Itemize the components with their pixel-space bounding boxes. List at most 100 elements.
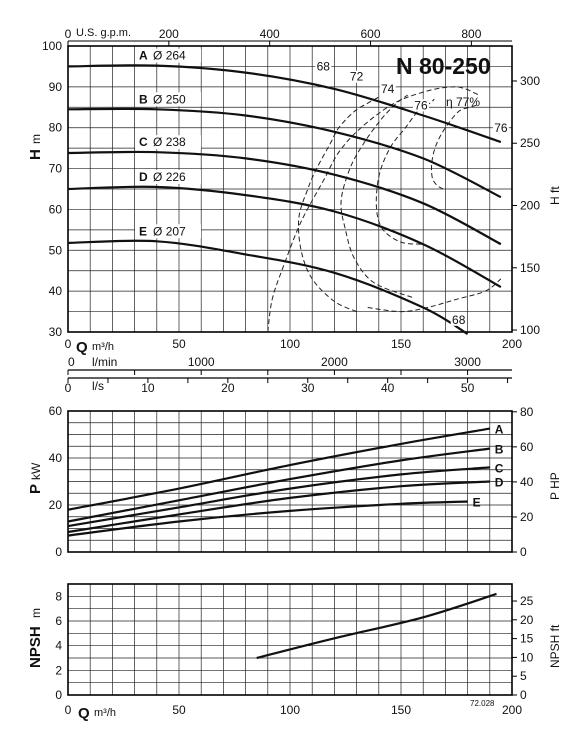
npsh-right-tick: 15 <box>520 632 534 646</box>
ls-tick: 10 <box>141 381 155 395</box>
power-right-tick: 80 <box>520 405 534 419</box>
power-right-tick: 60 <box>520 440 534 454</box>
npsh-q-tick: 200 <box>502 703 522 717</box>
lmin-tick: 3000 <box>454 355 481 369</box>
power-y-tick: 20 <box>49 498 63 512</box>
impeller-diameter-b: Ø 250 <box>153 92 186 106</box>
q-tick: 50 <box>172 337 186 351</box>
head-right-tick: 250 <box>520 136 540 150</box>
impeller-label-c: C <box>139 135 148 149</box>
efficiency-label-bg <box>492 121 509 134</box>
q-axis-unit: m³/h <box>92 341 114 353</box>
ls-tick: 30 <box>301 381 315 395</box>
efficiency-label: 68 <box>452 313 466 327</box>
head-curve-c <box>67 150 502 246</box>
efficiency-label-bg <box>412 99 429 112</box>
head-ylabel-unit: m <box>29 134 43 144</box>
npsh-y-tick: 2 <box>55 663 62 677</box>
head-right-tick: 200 <box>520 199 540 213</box>
power-curve-c <box>67 466 490 528</box>
power-right-tick: 0 <box>520 545 527 559</box>
lmin-tick: 1000 <box>188 355 215 369</box>
power-ylabel: P <box>27 484 44 494</box>
power-label-b: B <box>495 443 504 457</box>
efficiency-label: 72 <box>350 70 364 84</box>
power-curve-b <box>67 447 490 523</box>
ls-axis-label: l/s <box>92 379 104 393</box>
power-curve-a <box>67 427 490 511</box>
head-curve-e <box>67 239 469 335</box>
impeller-label-a: A <box>139 49 148 63</box>
efficiency-curve-68b <box>367 278 502 313</box>
head-ylabel: H <box>27 149 44 160</box>
power-label-e: E <box>473 495 481 509</box>
efficiency-curve-76 <box>375 98 435 245</box>
npsh-curve <box>256 592 497 660</box>
impeller-label-e: E <box>139 224 147 238</box>
power-y-tick: 60 <box>49 404 63 418</box>
q-axis-label: Q <box>76 339 88 356</box>
power-y-tick: 40 <box>49 451 63 465</box>
efficiency-label-bg <box>450 313 467 326</box>
power-label-d: D <box>495 476 504 490</box>
gpm-tick: 800 <box>461 27 481 41</box>
q-tick: 100 <box>280 337 300 351</box>
head-y-tick: 30 <box>49 325 63 339</box>
npsh-q-tick: 50 <box>172 703 186 717</box>
power-label-a: A <box>495 423 504 437</box>
impeller-diameter-a: Ø 264 <box>153 49 186 63</box>
npsh-right-tick: 25 <box>520 594 534 608</box>
npsh-chart-grid <box>67 583 517 696</box>
ls-tick: 0 <box>65 381 72 395</box>
head-y-tick: 70 <box>49 162 63 176</box>
head-curve-a <box>67 64 502 144</box>
ls-tick: 50 <box>461 381 475 395</box>
npsh-chart-frame <box>67 583 513 696</box>
power-y-tick: 0 <box>55 545 62 559</box>
npsh-q-tick: 100 <box>280 703 300 717</box>
gpm-tick: 600 <box>361 27 381 41</box>
head-curve-d <box>67 185 502 289</box>
performance-curves <box>67 64 502 660</box>
ls-tick: 40 <box>381 381 395 395</box>
efficiency-label: 76 <box>414 98 428 112</box>
q-tick: 0 <box>65 337 72 351</box>
impeller-diameter-d: Ø 226 <box>153 170 186 184</box>
head-y-tick: 60 <box>49 202 63 216</box>
efficiency-curve-68 <box>267 86 479 333</box>
impeller-diameter-c: Ø 238 <box>153 135 186 149</box>
impeller-label-bg <box>135 92 202 107</box>
efficiency-label: 76 <box>494 121 508 135</box>
gpm-tick: 0 <box>65 27 72 41</box>
head-ylabel-right: H ft <box>548 186 562 205</box>
npsh-right-tick: 20 <box>520 613 534 627</box>
power-right-tick: 20 <box>520 510 534 524</box>
impeller-label-bg <box>135 135 202 150</box>
npsh-q-axis-unit: m³/h <box>94 707 116 719</box>
lmin-tick: 0 <box>68 355 75 369</box>
efficiency-label-bg <box>379 82 396 95</box>
impeller-label-bg <box>135 169 202 184</box>
npsh-q-tick: 0 <box>65 703 72 717</box>
head-y-tick: 40 <box>49 284 63 298</box>
head-y-tick: 90 <box>49 80 63 94</box>
head-chart-grid <box>67 40 517 383</box>
npsh-ylabel-right: NPSH ft <box>548 624 562 668</box>
lmin-axis-label: l/min <box>92 355 117 369</box>
chart-code: 72.028 <box>470 699 495 708</box>
npsh-y-tick: 0 <box>55 688 62 702</box>
efficiency-label-bg <box>315 60 332 73</box>
efficiency-label-bg <box>348 70 365 83</box>
power-right-tick: 40 <box>520 475 534 489</box>
npsh-q-tick: 150 <box>391 703 411 717</box>
npsh-y-tick: 6 <box>55 614 62 628</box>
npsh-right-tick: 0 <box>520 688 527 702</box>
npsh-q-axis-label: Q <box>78 705 90 722</box>
gpm-axis-label: U.S. g.p.m. <box>76 27 131 39</box>
power-ylabel-unit: kW <box>29 462 43 480</box>
power-ylabel-right: P HP <box>548 472 562 500</box>
head-y-tick: 80 <box>49 121 63 135</box>
efficiency-curve-77 <box>431 104 477 190</box>
head-curve-b <box>67 107 502 199</box>
